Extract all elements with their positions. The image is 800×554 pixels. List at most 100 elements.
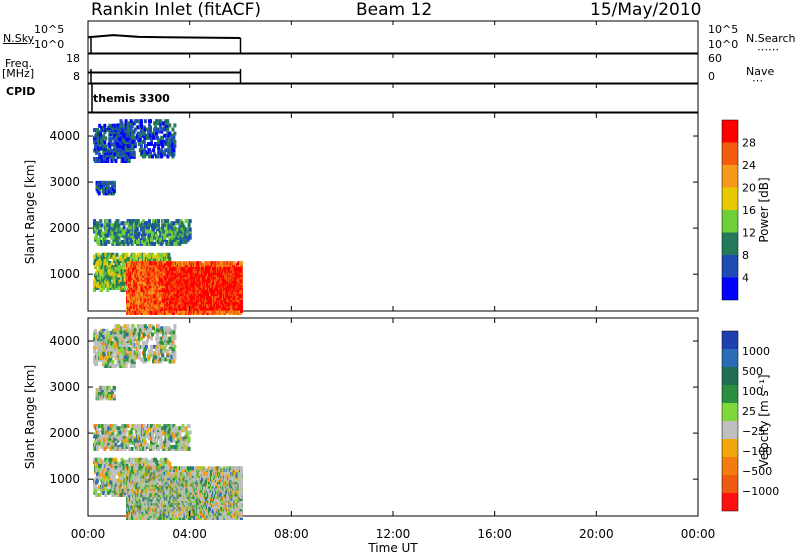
power-cell [171,142,175,146]
nsearch-tick-bottom: 10^0 [708,38,739,51]
power-cell [232,306,236,311]
power-cell [119,265,123,270]
power-cell [109,231,113,236]
power-cell [139,304,143,309]
power-cell [165,227,169,232]
power-cell [148,135,151,140]
power-cell [156,237,160,242]
power-cell [144,223,148,228]
power-cell [172,150,176,155]
power-cell [107,191,111,196]
power-cell [129,127,133,132]
power-cell [144,256,148,261]
power-cell [132,139,136,144]
power-cell [103,180,107,185]
power-cell [138,223,142,228]
power-cell [119,144,123,149]
power-cell [98,152,102,157]
power-cell [240,261,243,266]
power-cell [185,235,189,240]
power-cell [109,285,113,290]
power-cell [119,259,123,263]
power-cell [118,279,122,284]
power-cell [126,121,130,126]
power-cell [133,142,137,146]
power-cell [189,298,193,303]
power-cell [132,296,136,301]
power-cell [133,223,137,228]
power-cell [105,267,109,272]
power-cell [171,127,175,132]
power-cell [144,267,148,272]
power-cell [134,298,138,303]
power-cell [124,157,128,161]
power-cell [133,144,137,149]
power-cell [151,279,155,284]
power-cell [199,261,203,266]
power-cell [172,152,176,157]
power-cell [160,237,164,242]
power-cell [165,229,169,234]
power-cell [144,265,148,270]
power-cell [127,154,131,159]
power-cell [171,237,175,242]
power-cell [169,144,173,149]
power-cell [121,285,125,290]
power-cell [132,129,136,134]
power-cell [101,185,105,190]
power-cell [113,256,117,261]
power-cell [109,150,113,155]
power-cell [98,123,102,128]
power-cell [186,231,190,236]
power-cell [116,154,120,159]
power-cell [172,135,176,140]
power-cell [128,296,132,301]
power-cell [132,219,136,224]
power-cell [157,265,161,270]
power-cell [121,221,125,226]
power-cell [162,304,166,309]
power-cell [130,146,134,151]
power-cell [186,237,190,242]
power-cell [93,221,97,226]
power-cell [135,119,139,124]
power-cell [114,159,118,163]
power-cell [139,263,143,268]
power-cell [113,223,117,228]
power-cell [109,227,113,232]
power-cell [106,271,110,276]
power-cell [111,231,115,236]
power-cell [106,288,110,292]
power-cell [101,144,105,149]
nsearch-tick-top: 10^5 [708,23,739,36]
power-cell [107,223,111,228]
power-cell [140,286,144,291]
power-cell [111,252,115,257]
power-cell [104,265,108,270]
power-cell [186,300,190,305]
power-cell [128,239,132,244]
power-cell [172,148,176,153]
power-cell [140,221,144,226]
power-cell [157,300,161,305]
power-cell [122,133,126,138]
power-cell [179,231,183,236]
power-cell [199,269,203,274]
power-cell [191,300,195,305]
power-cell [218,311,222,315]
power-cell [154,225,158,230]
power-cell [175,221,179,226]
power-cell [188,219,192,224]
power-cell [170,221,174,226]
power-cell [223,289,227,294]
power-cell [216,289,220,294]
power-cell [179,289,183,294]
power-cell [97,223,101,228]
power-cell [156,121,160,126]
power-cell [115,279,119,284]
power-cell [146,221,149,226]
power-cell [94,146,98,151]
power-cell [160,279,164,284]
power-cell [188,227,192,232]
power-cell [98,136,102,141]
